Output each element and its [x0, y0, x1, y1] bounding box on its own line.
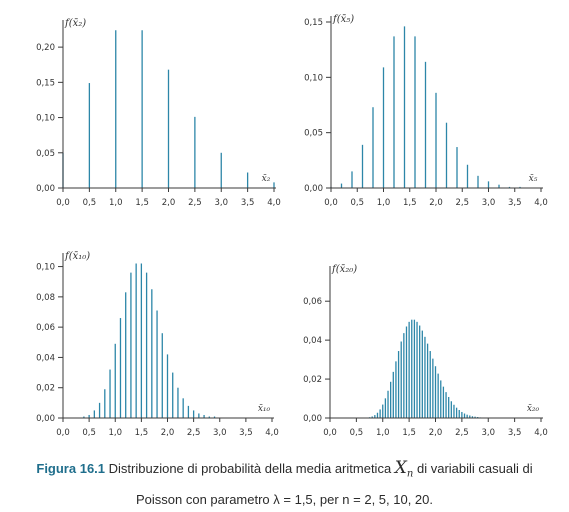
x-tick-label: 1,5 [402, 428, 416, 438]
x-tick-label: 0,5 [350, 428, 364, 438]
y-axis-label: f(x̄₁₀) [64, 251, 90, 262]
y-tick-label: 0,10 [36, 263, 55, 273]
y-tick-label: 0,02 [303, 375, 322, 385]
x-tick-label: 2,5 [455, 428, 469, 438]
x-axis-label: x̄₅ [529, 174, 538, 184]
x-tick-label: 2,0 [429, 428, 443, 438]
y-tick-label: 0,15 [304, 18, 323, 28]
y-tick-label: 0,05 [36, 149, 55, 159]
x-tick-label: 3,0 [214, 198, 228, 208]
caption-line-1: Figura 16.1 Distribuzione di probabilità… [0, 456, 569, 487]
x-tick-label: 2,0 [429, 198, 443, 208]
y-axis-label: f(x̄₅) [332, 14, 354, 25]
x-axis-label: x̄₂₀ [527, 404, 540, 414]
figure-caption: Figura 16.1 Distribuzione di probabilità… [0, 456, 569, 512]
y-tick-label: 0,06 [303, 297, 322, 307]
x-tick-label: 0,0 [324, 198, 338, 208]
x-tick-label: 3,0 [213, 428, 227, 438]
x-tick-label: 0,5 [350, 198, 364, 208]
x-tick-label: 3,0 [481, 428, 495, 438]
x-tick-label: 0,0 [56, 428, 70, 438]
y-tick-label: 0,00 [304, 184, 323, 194]
y-tick-label: 0,06 [36, 323, 55, 333]
y-tick-label: 0,08 [36, 293, 55, 303]
caption-tail: di variabili casuali di [416, 461, 533, 476]
y-tick-label: 0,00 [36, 184, 55, 194]
x-axis-label: x̄₂ [262, 174, 271, 184]
caption-symbol: X [394, 458, 407, 478]
x-tick-label: 3,5 [508, 198, 522, 208]
x-tick-label: 2,5 [455, 198, 469, 208]
y-axis-label: f(x̄₂₀) [331, 264, 357, 275]
chart-grid: 0,00 0,05 0,10 0,15 0,20 0,0 0,5 1,0 1,5 2,0 2,5 3,… [36, 14, 548, 438]
chart-panel-2: 0,00 0,05 0,10 0,15 0,0 0,5 1,0 1,5 2,0 2,5 3,0 3,5… [304, 14, 548, 208]
chart-panel-4: 0,00 0,02 0,04 0,06 0,0 0,5 1,0 1,5 2,0 2,5 3,0 3,5… [303, 264, 548, 438]
x-tick-label: 4,0 [534, 198, 548, 208]
caption-line-2: Poisson con parametro λ = 1,5, per n = 2… [135, 491, 433, 507]
x-tick-label: 3,0 [482, 198, 496, 208]
x-tick-label: 0,5 [83, 198, 97, 208]
x-tick-label: 4,0 [267, 198, 281, 208]
x-tick-label: 1,0 [376, 428, 390, 438]
y-tick-label: 0,04 [303, 336, 322, 346]
x-tick-label: 2,0 [162, 198, 176, 208]
x-tick-label: 3,5 [241, 198, 255, 208]
y-tick-label: 0,10 [36, 114, 55, 124]
x-tick-label: 2,0 [161, 428, 175, 438]
x-axis-label: x̄₁₀ [258, 404, 271, 414]
y-tick-label: 0,10 [304, 73, 323, 83]
y-tick-label: 0,05 [304, 129, 323, 139]
y-tick-label: 0,04 [36, 353, 55, 363]
x-tick-label: 2,5 [187, 428, 201, 438]
x-tick-label: 1,0 [109, 198, 123, 208]
x-tick-label: 0,0 [56, 198, 70, 208]
x-tick-label: 1,0 [108, 428, 122, 438]
x-tick-label: 1,0 [377, 198, 391, 208]
chart-panel-3: 0,00 0,02 0,04 0,06 0,08 0,10 0,0 0,5 1,0 1,5 2,0 2… [36, 251, 279, 438]
x-tick-label: 1,5 [135, 198, 149, 208]
x-tick-label: 2,5 [188, 198, 202, 208]
y-tick-label: 0,02 [36, 384, 55, 394]
caption-text: Distribuzione di probabilità della media… [108, 461, 392, 476]
x-tick-label: 1,5 [135, 428, 149, 438]
x-tick-label: 0,5 [82, 428, 96, 438]
y-tick-label: 0,00 [36, 414, 55, 424]
y-tick-label: 0,15 [36, 78, 55, 88]
x-tick-label: 3,5 [508, 428, 522, 438]
y-tick-label: 0,20 [36, 43, 55, 53]
caption-symbol-sub: n [406, 468, 414, 480]
x-tick-label: 3,5 [239, 428, 253, 438]
x-tick-label: 1,5 [403, 198, 417, 208]
y-tick-label: 0,00 [303, 414, 322, 424]
x-tick-label: 4,0 [534, 428, 548, 438]
chart-panel-1: 0,00 0,05 0,10 0,15 0,20 0,0 0,5 1,0 1,5 2,0 2,5 3,… [36, 18, 281, 208]
caption-label: Figura 16.1 [36, 461, 106, 476]
x-tick-label: 4,0 [265, 428, 279, 438]
y-axis-label: f(x̄₂) [64, 18, 86, 29]
x-tick-label: 0,0 [323, 428, 337, 438]
